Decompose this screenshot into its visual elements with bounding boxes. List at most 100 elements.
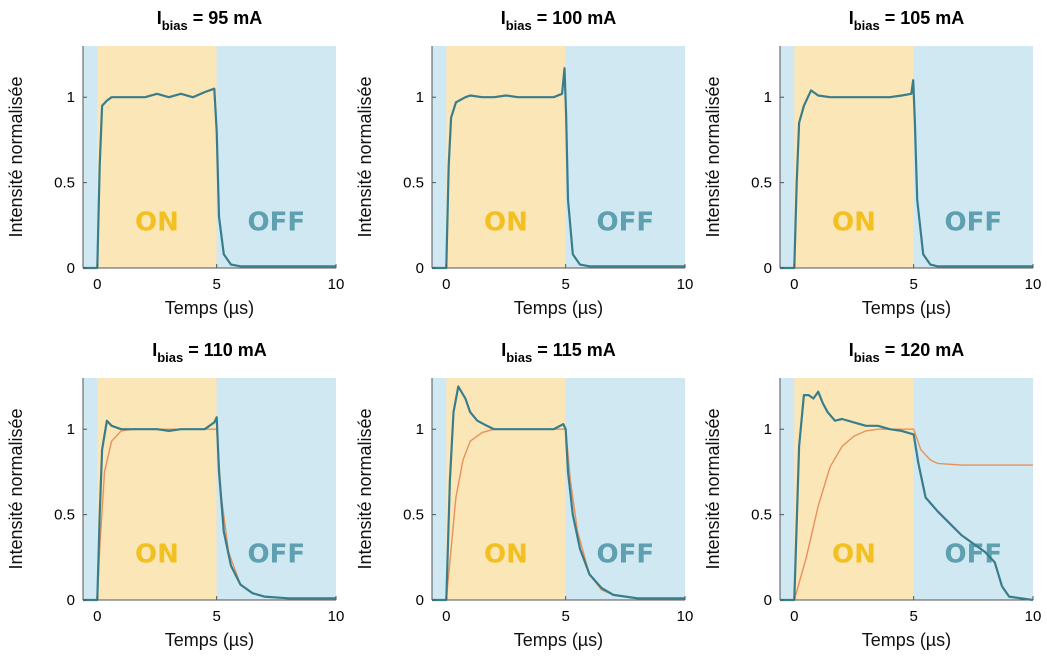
title-symbol: I [157, 8, 162, 28]
y-axis-label: Intensité normalisée [355, 76, 375, 237]
title-value: = 105 mA [880, 8, 965, 28]
y-tick-label: 1 [67, 421, 75, 438]
y-axis-label: Intensité normalisée [355, 408, 375, 569]
title-symbol: I [849, 8, 854, 28]
x-tick-label: 5 [561, 276, 569, 293]
x-axis-label: Temps (µs) [165, 298, 254, 318]
off-region [913, 378, 1033, 600]
y-axis-label: Intensité normalisée [703, 76, 723, 237]
x-tick-label: 0 [442, 608, 450, 625]
x-axis-label: Temps (µs) [514, 298, 603, 318]
chart-title: Ibias = 115 mA [501, 340, 616, 365]
x-tick-label: 10 [677, 608, 694, 625]
chart-title: Ibias = 110 mA [152, 340, 267, 365]
x-axis-label: Temps (µs) [165, 630, 254, 650]
x-tick-label: 5 [909, 276, 917, 293]
x-tick-label: 0 [93, 608, 101, 625]
x-tick-label: 0 [442, 276, 450, 293]
on-label: ON [135, 207, 179, 237]
y-tick-label: 0.5 [751, 175, 772, 192]
on-region [446, 46, 566, 268]
off-label: OFF [597, 539, 655, 569]
on-label: ON [484, 207, 528, 237]
title-subscript: bias [506, 18, 532, 33]
y-tick-label: 0 [416, 260, 424, 277]
title-subscript: bias [157, 350, 183, 365]
x-tick-label: 5 [212, 608, 220, 625]
title-value: = 110 mA [183, 340, 267, 360]
y-tick-label: 0 [416, 592, 424, 609]
y-tick-label: 0.5 [54, 175, 75, 192]
y-axis-label: Intensité normalisée [6, 76, 26, 237]
x-tick-label: 0 [93, 276, 101, 293]
title-value: = 120 mA [880, 340, 965, 360]
title-value: = 95 mA [188, 8, 263, 28]
title-symbol: I [501, 8, 506, 28]
chart-title: Ibias = 120 mA [849, 340, 965, 365]
y-tick-label: 0.5 [403, 175, 424, 192]
title-value: = 115 mA [532, 340, 616, 360]
on-region [97, 378, 217, 600]
x-axis-label: Temps (µs) [862, 298, 951, 318]
title-symbol: I [152, 340, 157, 360]
x-axis-label: Temps (µs) [514, 630, 603, 650]
off-label: OFF [248, 539, 306, 569]
y-tick-label: 0.5 [751, 507, 772, 524]
y-tick-label: 1 [67, 89, 75, 106]
title-subscript: bias [506, 350, 532, 365]
x-tick-label: 5 [561, 608, 569, 625]
x-tick-label: 10 [677, 276, 694, 293]
x-tick-label: 10 [328, 276, 345, 293]
title-subscript: bias [162, 18, 188, 33]
measured-series-line [780, 390, 1034, 602]
on-label: ON [832, 539, 876, 569]
on-label: ON [484, 539, 528, 569]
off-label: OFF [597, 207, 655, 237]
y-tick-label: 1 [764, 89, 772, 106]
on-label: ON [832, 207, 876, 237]
x-tick-label: 10 [1025, 608, 1042, 625]
title-subscript: bias [854, 350, 880, 365]
title-symbol: I [501, 340, 506, 360]
x-tick-label: 5 [909, 608, 917, 625]
y-axis-label: Intensité normalisée [6, 408, 26, 569]
y-tick-label: 0 [764, 260, 772, 277]
measured-series-line [432, 67, 685, 270]
y-tick-label: 0.5 [403, 507, 424, 524]
on-region [794, 46, 914, 268]
y-axis-label: Intensité normalisée [703, 408, 723, 569]
off-label: OFF [945, 207, 1003, 237]
x-tick-label: 10 [1025, 276, 1042, 293]
x-tick-label: 0 [790, 276, 798, 293]
on-region [97, 46, 217, 268]
off-region [913, 46, 1033, 268]
chart-title: Ibias = 105 mA [849, 8, 965, 33]
measured-series-line [83, 87, 336, 270]
y-tick-label: 0 [67, 592, 75, 609]
off-label: OFF [248, 207, 306, 237]
measured-series-line [780, 79, 1033, 270]
y-tick-label: 1 [416, 89, 424, 106]
on-label: ON [135, 539, 179, 569]
model-series-line [780, 428, 1033, 601]
off-region [216, 378, 336, 600]
off-region [216, 46, 336, 268]
title-subscript: bias [854, 18, 880, 33]
y-tick-label: 0 [764, 592, 772, 609]
title-symbol: I [849, 340, 854, 360]
y-tick-label: 1 [764, 421, 772, 438]
on-region [446, 378, 566, 600]
on-region [794, 378, 914, 600]
measured-series-line [83, 416, 336, 602]
y-tick-label: 1 [416, 421, 424, 438]
measured-series-line [432, 385, 685, 602]
chart-title: Ibias = 100 mA [501, 8, 617, 33]
